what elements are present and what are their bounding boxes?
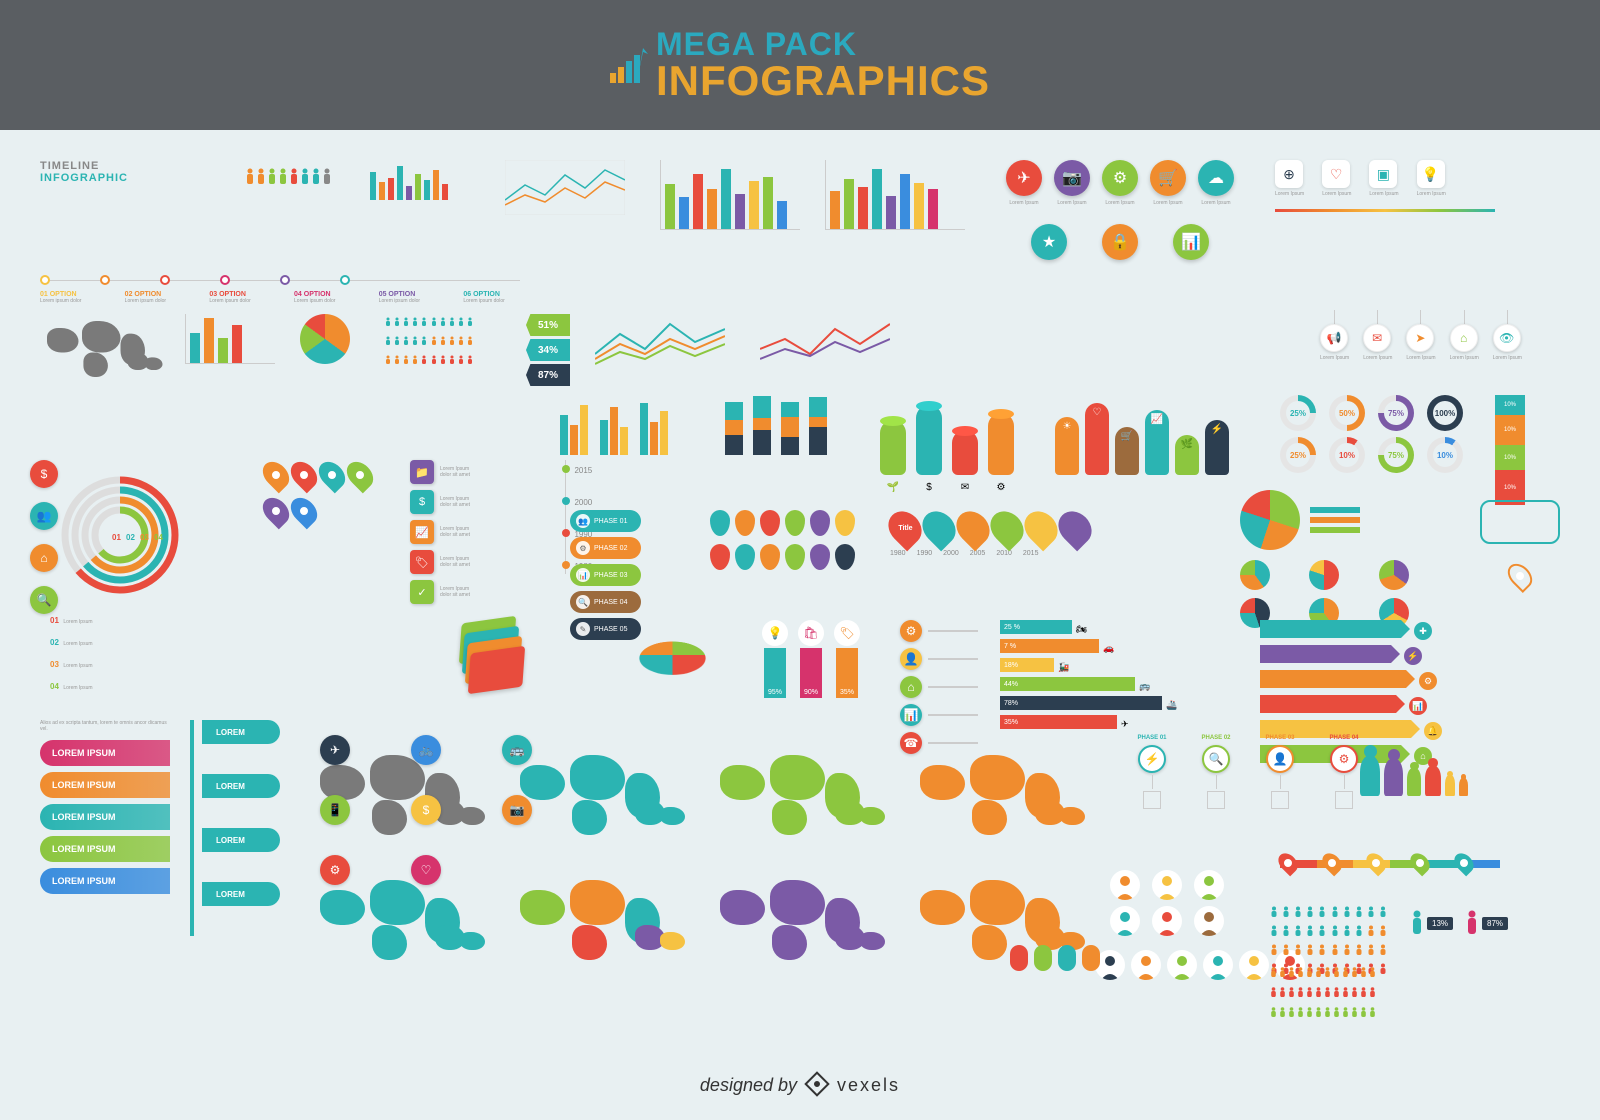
footer-text: designed by: [700, 1075, 797, 1095]
bar-chart-small: [185, 314, 275, 404]
pie-group: [1240, 490, 1440, 628]
footer: designed by vexels: [0, 1060, 1600, 1111]
drops-block: [710, 510, 870, 570]
lorem-desc: Alios ad ex scripta tantum, lorem te omn…: [40, 720, 170, 732]
line-chart-small-2: [760, 314, 900, 404]
mini-bars-block: [370, 160, 480, 260]
stacked-layers: [460, 620, 530, 690]
header-banner: MEGA PACK INFOGRAPHICS: [0, 0, 1600, 130]
timeline-infographic-block: TIMELINEINFOGRAPHIC: [40, 160, 220, 260]
people-dots: [385, 314, 475, 404]
vexels-logo-icon: [804, 1071, 829, 1096]
pin-outline-icon: [1510, 562, 1560, 590]
world-map-multi: [510, 870, 690, 960]
radial-rings: 01020304 $👥⌂🔍: [40, 460, 240, 620]
svg-text:03: 03: [140, 533, 149, 542]
world-map-orange: [910, 745, 1090, 835]
ribbon-vert: 💡95%🛍90%🏷35%: [760, 620, 862, 698]
rounded-bars: ☀♡🛒📈🌿⚡: [1055, 395, 1255, 505]
timeline-dots-row: 01 OPTIONLorem ipsum dolor02 OPTIONLorem…: [40, 275, 520, 304]
bar-chart-1: [660, 160, 800, 260]
world-map-teal: [310, 870, 490, 960]
svg-text:02: 02: [126, 533, 135, 542]
world-map-purple: [710, 870, 890, 960]
lorem-side-labels: LOREMLOREMLOREMLOREM: [190, 720, 280, 936]
avatar-grid-1: [1110, 870, 1230, 936]
speech-colored: [1010, 945, 1100, 971]
timeline-label-1: TIMELINE: [40, 160, 99, 172]
bar-chart-2: [825, 160, 965, 260]
stacked-bars: [725, 395, 855, 505]
circle-list: ⚙👤⌂📊☎: [900, 620, 978, 754]
pie-small: [300, 314, 360, 404]
gender-pct: 13%87%: [1410, 910, 1508, 936]
hbars-pct: 25 %🏍7 %🚗18%🚂44%🚌78%🚢35%✈: [1000, 620, 1180, 734]
logo-bars-icon: [610, 48, 648, 83]
family-silhouettes: [1360, 745, 1468, 796]
balloon-timeline: Title 198019902000200520102015: [890, 510, 1110, 557]
radial-legend: 01 Lorem Ipsum02 Lorem Ipsum03 Lorem Ips…: [50, 610, 93, 694]
world-map-tiny: [40, 314, 160, 404]
circle-timeline-top: ✈Lorem Ipsum📷Lorem Ipsum⚙Lorem Ipsum🛒Lor…: [990, 160, 1250, 260]
cylinder-bars: 🌱$✉⚙: [880, 395, 1030, 505]
stacked-pct-bar: 10%10%10%10%: [1495, 395, 1535, 505]
map-circle-icons: ✈🚲🚌📱$📷⚙♡: [320, 735, 538, 885]
people-dots-2: [1270, 965, 1376, 1023]
pct-tags: 51%34%87%: [500, 314, 570, 404]
header-title-2: INFOGRAPHICS: [656, 60, 990, 102]
flat-icons-row: ⊕Lorem Ipsum♡Lorem Ipsum▣Lorem Ipsum💡Lor…: [1275, 160, 1495, 260]
color-bar-row: [1280, 860, 1500, 874]
maps-row-2: [310, 870, 1090, 960]
lorem-ribbons: Alios ad ex scripta tantum, lorem te omn…: [40, 720, 170, 936]
hanging-icons: 📢Lorem Ipsum✉Lorem Ipsum➤Lorem Ipsum⌂Lor…: [1320, 310, 1522, 361]
header-title-1: MEGA PACK: [656, 28, 990, 60]
people-row: [245, 168, 345, 191]
timeline-label-2: INFOGRAPHIC: [40, 172, 128, 184]
phase-header: PHASE 01⚡PHASE 02🔍PHASE 03👤PHASE 04⚙: [1130, 735, 1366, 809]
infographic-canvas: TIMELINEINFOGRAPHIC ✈Lorem Ipsum📷Lorem I…: [0, 130, 1600, 1060]
world-map-green: [710, 745, 890, 835]
map-pins-icons: [265, 460, 385, 620]
svg-text:04: 04: [154, 533, 163, 542]
line-chart-small-1: [595, 314, 735, 404]
pie-3d: [640, 630, 705, 680]
footer-brand: vexels: [837, 1075, 900, 1095]
people-icons-block: [245, 160, 345, 260]
phase-bubbles: 👥PHASE 01⚙PHASE 02📊PHASE 03🔍PHASE 04✎PHA…: [570, 510, 641, 640]
line-area-chart: [505, 160, 635, 260]
header-logo: MEGA PACK INFOGRAPHICS: [610, 28, 990, 102]
speech-outline: [1480, 500, 1560, 590]
svg-text:01: 01: [112, 533, 121, 542]
square-callouts: 📁Lorem Ipsumdolor sit amet$Lorem Ipsumdo…: [410, 460, 540, 620]
donut-pcts: 25%50%75%100%25%10%75%10%: [1280, 395, 1470, 505]
